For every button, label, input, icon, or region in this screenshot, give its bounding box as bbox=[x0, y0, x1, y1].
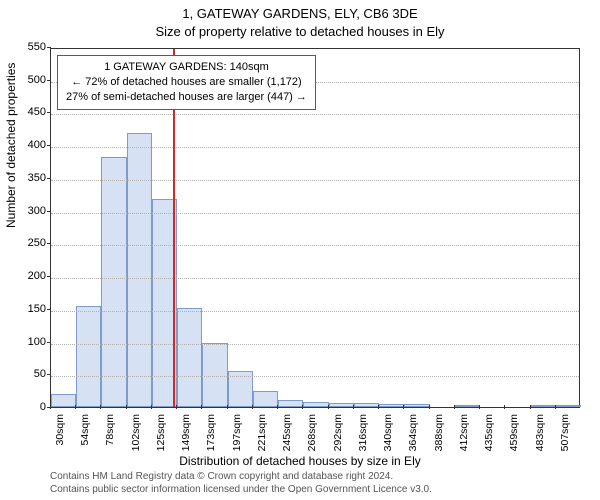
histogram-bar bbox=[329, 403, 354, 407]
y-tick-label: 450 bbox=[2, 106, 46, 118]
chart-title-line1: 1, GATEWAY GARDENS, ELY, CB6 3DE bbox=[0, 6, 600, 21]
x-tick-mark bbox=[403, 405, 404, 409]
y-tick-label: 500 bbox=[2, 74, 46, 86]
x-tick-label: 459sqm bbox=[508, 414, 520, 458]
y-tick-label: 550 bbox=[2, 41, 46, 53]
x-tick-label: 483sqm bbox=[534, 414, 546, 458]
y-tick-label: 350 bbox=[2, 172, 46, 184]
y-tick-label: 0 bbox=[2, 401, 46, 413]
x-tick-label: 435sqm bbox=[483, 414, 495, 458]
histogram-bar bbox=[379, 404, 404, 407]
x-tick-label: 149sqm bbox=[180, 414, 192, 458]
histogram-bar bbox=[127, 133, 152, 407]
x-tick-mark bbox=[126, 405, 127, 409]
x-tick-mark bbox=[151, 405, 152, 409]
x-tick-label: 78sqm bbox=[104, 414, 116, 458]
gridline bbox=[51, 245, 579, 246]
gridline bbox=[51, 344, 579, 345]
gridline bbox=[51, 376, 579, 377]
gridline bbox=[51, 147, 579, 148]
histogram-bar bbox=[202, 343, 227, 407]
x-tick-label: 340sqm bbox=[382, 414, 394, 458]
x-tick-label: 388sqm bbox=[433, 414, 445, 458]
gridline bbox=[51, 180, 579, 181]
histogram-bar bbox=[303, 402, 328, 407]
x-tick-label: 54sqm bbox=[79, 414, 91, 458]
x-tick-label: 221sqm bbox=[256, 414, 268, 458]
y-tick-label: 200 bbox=[2, 270, 46, 282]
x-tick-label: 197sqm bbox=[231, 414, 243, 458]
x-tick-mark bbox=[227, 405, 228, 409]
histogram-bar bbox=[531, 405, 556, 407]
histogram-bar bbox=[354, 403, 379, 407]
y-tick-label: 300 bbox=[2, 205, 46, 217]
x-tick-label: 30sqm bbox=[54, 414, 66, 458]
histogram-bar bbox=[76, 306, 101, 407]
footer-line1: Contains HM Land Registry data © Crown c… bbox=[50, 470, 580, 483]
x-tick-mark bbox=[353, 405, 354, 409]
x-tick-mark bbox=[555, 405, 556, 409]
histogram-bar bbox=[404, 404, 429, 407]
x-tick-mark bbox=[504, 405, 505, 409]
histogram-bar bbox=[556, 405, 581, 407]
y-tick-label: 400 bbox=[2, 139, 46, 151]
x-tick-mark bbox=[454, 405, 455, 409]
gridline bbox=[51, 278, 579, 279]
y-tick-label: 150 bbox=[2, 303, 46, 315]
y-tick-label: 250 bbox=[2, 237, 46, 249]
histogram-bar bbox=[278, 400, 303, 407]
x-tick-mark bbox=[50, 405, 51, 409]
x-tick-mark bbox=[479, 405, 480, 409]
annotation-line3: 27% of semi-detached houses are larger (… bbox=[66, 90, 307, 105]
x-tick-label: 412sqm bbox=[458, 414, 470, 458]
footer-line2: Contains public sector information licen… bbox=[50, 483, 580, 496]
histogram-bar bbox=[101, 157, 126, 407]
gridline bbox=[51, 114, 579, 115]
x-tick-mark bbox=[176, 405, 177, 409]
x-tick-mark bbox=[252, 405, 253, 409]
x-tick-mark bbox=[277, 405, 278, 409]
histogram-bar bbox=[177, 308, 202, 407]
chart-title-line2: Size of property relative to detached ho… bbox=[0, 24, 600, 39]
x-tick-label: 125sqm bbox=[155, 414, 167, 458]
histogram-bar bbox=[455, 405, 480, 407]
x-tick-mark bbox=[100, 405, 101, 409]
x-tick-label: 507sqm bbox=[559, 414, 571, 458]
plot-area: 1 GATEWAY GARDENS: 140sqm ← 72% of detac… bbox=[50, 48, 580, 408]
y-tick-label: 100 bbox=[2, 336, 46, 348]
histogram-bar bbox=[253, 391, 278, 407]
x-tick-label: 268sqm bbox=[306, 414, 318, 458]
x-tick-label: 292sqm bbox=[332, 414, 344, 458]
x-tick-mark bbox=[378, 405, 379, 409]
y-tick-label: 50 bbox=[2, 368, 46, 380]
histogram-bar bbox=[51, 394, 76, 407]
x-tick-mark bbox=[75, 405, 76, 409]
x-tick-label: 316sqm bbox=[357, 414, 369, 458]
gridline bbox=[51, 213, 579, 214]
annotation-box: 1 GATEWAY GARDENS: 140sqm ← 72% of detac… bbox=[57, 55, 316, 110]
x-tick-mark bbox=[328, 405, 329, 409]
annotation-line1: 1 GATEWAY GARDENS: 140sqm bbox=[66, 60, 307, 75]
x-tick-label: 173sqm bbox=[205, 414, 217, 458]
gridline bbox=[51, 311, 579, 312]
annotation-line2: ← 72% of detached houses are smaller (1,… bbox=[66, 75, 307, 90]
attribution-footer: Contains HM Land Registry data © Crown c… bbox=[50, 470, 580, 496]
x-tick-mark bbox=[302, 405, 303, 409]
x-tick-label: 364sqm bbox=[407, 414, 419, 458]
x-tick-mark bbox=[530, 405, 531, 409]
x-tick-mark bbox=[429, 405, 430, 409]
x-tick-mark bbox=[201, 405, 202, 409]
x-tick-label: 245sqm bbox=[281, 414, 293, 458]
x-tick-label: 102sqm bbox=[130, 414, 142, 458]
